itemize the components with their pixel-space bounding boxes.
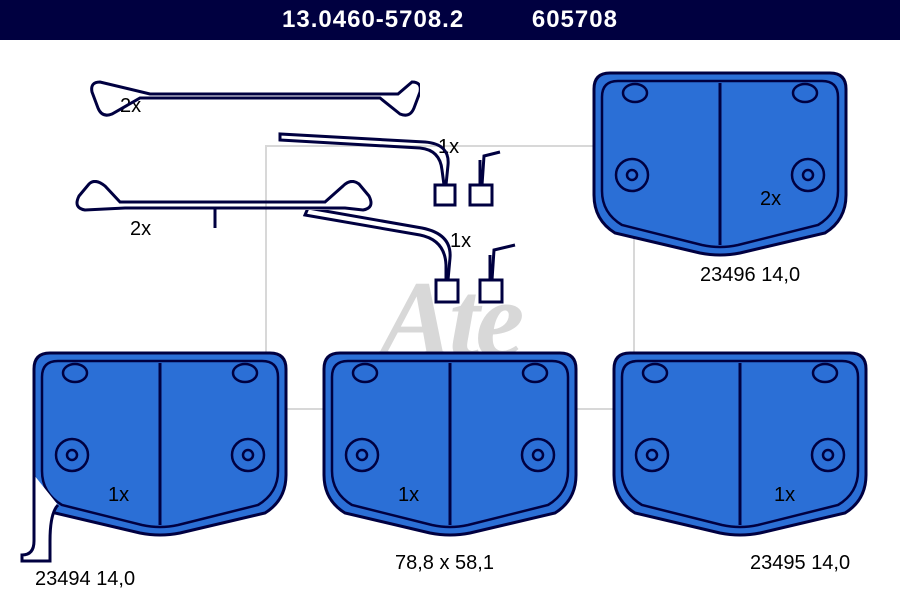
pad-bottom-mid: 1x [320, 345, 580, 540]
dimensions: 78,8 x 58,1 [395, 552, 494, 575]
pad-bl-ref: 23494 14,0 [35, 568, 135, 591]
pad-bl-qty: 1x [108, 484, 129, 506]
diagram-canvas: Ate 2x 2x 1x 1x 2x [0, 40, 900, 600]
pad-top-right: 2x [590, 65, 850, 260]
pad-tr-qty: 2x [760, 188, 781, 210]
clip-bent-1 [270, 130, 530, 220]
pad-bottom-left: 1x [20, 345, 300, 565]
pad-br-ref: 23495 14,0 [750, 552, 850, 575]
part-number: 13.0460-5708.2 [282, 6, 464, 34]
short-number: 605708 [532, 6, 618, 34]
pad-tr-ref: 23496 14,0 [700, 264, 800, 287]
pad-bm-qty: 1x [398, 484, 419, 506]
pad-bottom-right: 1x [610, 345, 870, 540]
header-bar: 13.0460-5708.2 605708 [0, 0, 900, 40]
clip-top [80, 70, 420, 130]
clip-bent-2 [300, 210, 560, 310]
pad-br-qty: 1x [774, 484, 795, 506]
